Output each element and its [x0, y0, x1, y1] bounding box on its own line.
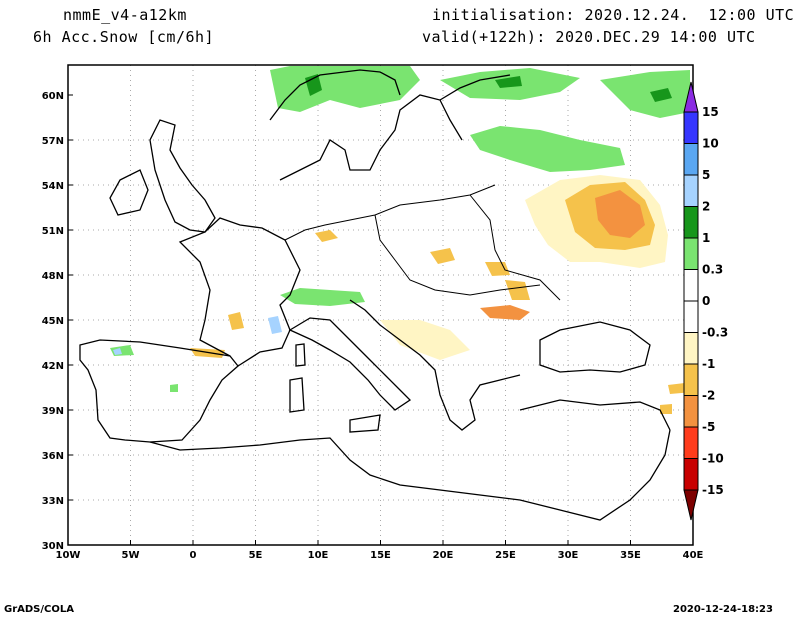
gridlines	[68, 65, 693, 545]
lat-label: 60N	[42, 91, 64, 102]
lon-label: 0	[190, 550, 197, 561]
lat-label: 36N	[42, 451, 64, 462]
lon-label: 10W	[56, 550, 81, 561]
colorbar-label: -10	[702, 452, 724, 466]
lon-label: 40E	[683, 550, 704, 561]
colorbar-label: 1	[702, 231, 710, 245]
lat-label: 42N	[42, 361, 64, 372]
colorbar-label: 0.3	[702, 263, 723, 277]
colorbar-bottom-arrow	[683, 489, 699, 521]
lat-label: 39N	[42, 406, 64, 417]
colorbar-label: 2	[702, 200, 710, 214]
colorbar-label: 15	[702, 105, 719, 119]
lon-label: 30E	[558, 550, 579, 561]
colorbar-swatch	[683, 395, 699, 428]
colorbar-label: 10	[702, 137, 719, 151]
footer-right: 2020-12-24-18:23	[673, 604, 773, 615]
colorbar-label: -5	[702, 420, 715, 434]
lon-label: 5E	[249, 550, 263, 561]
colorbar-label: -2	[702, 389, 715, 403]
lon-label: 15E	[370, 550, 391, 561]
lat-label: 30N	[42, 541, 64, 552]
lon-label: 25E	[495, 550, 516, 561]
colorbar-label: -0.3	[702, 326, 728, 340]
init-time: initialisation: 2020.12.24. 12:00 UTC	[432, 6, 795, 24]
colorbar-swatch	[683, 111, 699, 144]
colorbar-swatch	[683, 458, 699, 491]
valid-time: valid(+122h): 2020.DEC.29 14:00 UTC	[422, 28, 756, 46]
coastlines	[79, 69, 671, 521]
colorbar: 15 10 5 2 1 0.3 0 -0.3 -1 -2 -5 -10 -15	[683, 81, 728, 521]
footer-left: GrADS/COLA	[4, 604, 74, 615]
colorbar-swatch	[683, 206, 699, 239]
colorbar-swatch	[683, 269, 699, 302]
colorbar-label: -1	[702, 357, 715, 371]
lat-label: 45N	[42, 316, 64, 327]
lat-label: 57N	[42, 136, 64, 147]
lat-label: 33N	[42, 496, 64, 507]
lon-label: 5W	[122, 550, 140, 561]
colorbar-label: -15	[702, 483, 724, 497]
colorbar-label: 5	[702, 168, 710, 182]
field-name: 6h Acc.Snow [cm/6h]	[33, 28, 215, 46]
lat-label: 51N	[42, 226, 64, 237]
model-name: nmmE_v4-a12km	[63, 6, 187, 24]
lon-label: 35E	[620, 550, 641, 561]
lon-label: 20E	[433, 550, 454, 561]
colorbar-label: 0	[702, 294, 710, 308]
colorbar-swatch	[683, 237, 699, 270]
colorbar-swatch	[683, 143, 699, 176]
colorbar-swatch	[683, 174, 699, 207]
lat-label: 48N	[42, 271, 64, 282]
lat-label: 54N	[42, 181, 64, 192]
colorbar-swatch	[683, 363, 699, 396]
colorbar-swatch	[683, 426, 699, 459]
colorbar-swatch	[683, 332, 699, 365]
colorbar-swatch	[683, 300, 699, 333]
lon-label: 10E	[308, 550, 329, 561]
